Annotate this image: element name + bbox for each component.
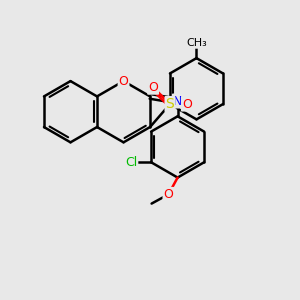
Text: O: O <box>118 75 128 88</box>
Text: CH₃: CH₃ <box>186 38 207 48</box>
Text: Cl: Cl <box>125 156 137 169</box>
Text: O: O <box>182 98 192 111</box>
Text: O: O <box>148 81 158 94</box>
Text: N: N <box>173 94 182 107</box>
Text: O: O <box>164 188 173 201</box>
Text: S: S <box>166 97 174 111</box>
